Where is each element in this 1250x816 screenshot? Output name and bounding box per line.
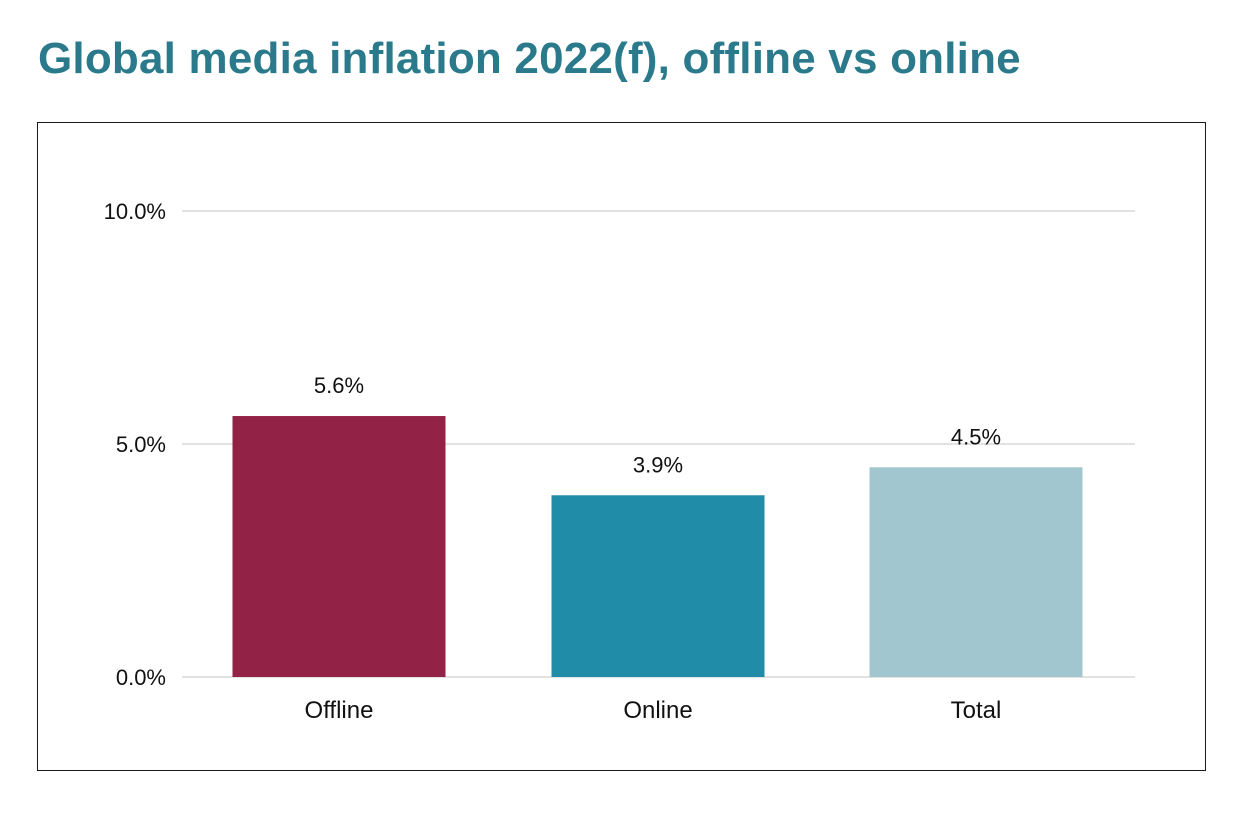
x-category-label: Total (951, 697, 1002, 724)
y-tick-label: 0.0% (116, 665, 166, 690)
value-label: 5.6% (314, 373, 364, 398)
bars (232, 416, 1083, 677)
bar-offline (232, 416, 446, 677)
chart-frame (37, 122, 1206, 771)
value-label: 4.5% (951, 424, 1001, 449)
bar-online (551, 495, 765, 677)
x-category-label: Online (623, 697, 692, 724)
value-labels: 5.6% 3.9% 4.5% (314, 373, 1001, 477)
x-category-label: Offline (305, 697, 374, 724)
y-axis-ticks: 0.0% 5.0% 10.0% (104, 199, 166, 690)
value-label: 3.9% (633, 452, 683, 477)
y-tick-label: 10.0% (104, 199, 166, 224)
y-tick-label: 5.0% (116, 432, 166, 457)
chart-title: Global media inflation 2022(f), offline … (38, 34, 1021, 83)
bar-total (869, 467, 1083, 677)
x-axis-categories: Offline Online Total (305, 697, 1002, 724)
